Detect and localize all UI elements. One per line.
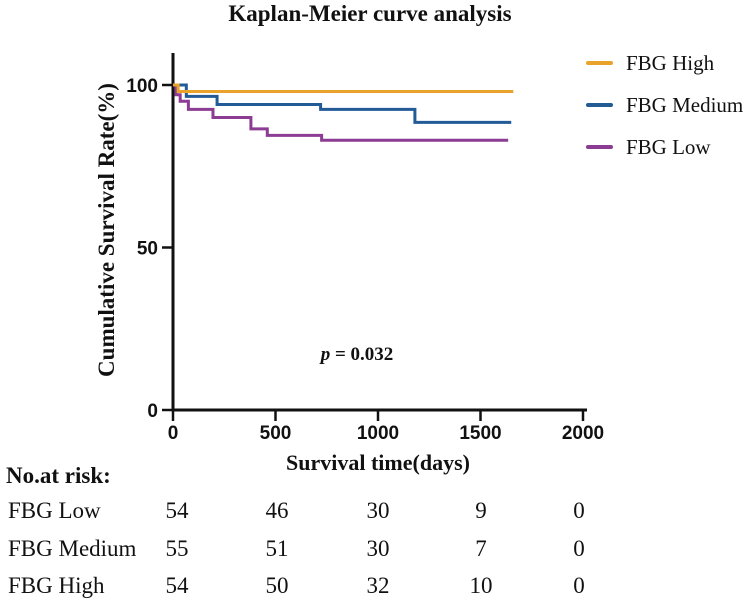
- risk-count: 55: [165, 536, 189, 561]
- p-value-symbol: p: [320, 344, 331, 365]
- chart-title: Kaplan-Meier curve analysis: [228, 1, 512, 26]
- risk-count: 54: [165, 498, 189, 523]
- legend-swatch: [586, 103, 613, 107]
- risk-count: 0: [573, 573, 585, 598]
- legend-item-fbg-high: FBG High: [586, 51, 743, 75]
- risk-count: 46: [265, 498, 289, 523]
- y-tick-label: 50: [137, 239, 158, 260]
- x-tick-label: 2000: [562, 423, 604, 444]
- legend-label: FBG High: [626, 50, 715, 75]
- legend-label: FBG Medium: [626, 92, 744, 117]
- risk-count: 30: [366, 498, 390, 523]
- risk-count: 30: [366, 536, 390, 561]
- legend-item-fbg-low: FBG Low: [586, 135, 743, 159]
- risk-row-label: FBG Medium: [8, 536, 137, 561]
- risk-row-label: FBG High: [8, 573, 105, 598]
- risk-count: 51: [265, 536, 289, 561]
- risk-count: 50: [265, 573, 289, 598]
- risk-count: 9: [475, 498, 487, 523]
- risk-count: 54: [165, 573, 189, 598]
- risk-table-heading: No.at risk:: [6, 463, 111, 488]
- risk-count: 0: [573, 536, 585, 561]
- x-tick-label: 1000: [357, 423, 399, 444]
- risk-row-label: FBG Low: [8, 498, 101, 523]
- y-tick-label: 100: [126, 76, 158, 97]
- x-tick-label: 500: [260, 423, 292, 444]
- risk-row-fbg-medium: FBG Medium 55 51 30 7 0: [0, 536, 754, 566]
- risk-count: 10: [469, 573, 493, 598]
- legend: FBG High FBG Medium FBG Low: [586, 51, 743, 159]
- km-curve-fbg-low: [173, 83, 509, 142]
- y-tick-label: 0: [147, 401, 158, 422]
- p-value-text: = 0.032: [330, 344, 394, 365]
- risk-count: 32: [366, 573, 390, 598]
- km-curve-fbg-high: [173, 83, 514, 93]
- x-axis-label: Survival time(days): [286, 450, 470, 475]
- legend-label: FBG Low: [626, 134, 711, 159]
- x-tick-label: 0: [168, 423, 179, 444]
- legend-swatch: [586, 145, 613, 149]
- legend-swatch: [586, 61, 613, 65]
- x-tick-label: 1500: [459, 423, 501, 444]
- risk-row-fbg-high: FBG High 54 50 32 10 0: [0, 573, 754, 603]
- legend-item-fbg-medium: FBG Medium: [586, 93, 743, 117]
- risk-count: 0: [573, 498, 585, 523]
- y-axis-label: Cumulative Survival Rate(%): [94, 83, 119, 377]
- risk-row-fbg-low: FBG Low 54 46 30 9 0: [0, 498, 754, 528]
- risk-count: 7: [475, 536, 487, 561]
- p-value-annotation: p = 0.032: [321, 344, 394, 366]
